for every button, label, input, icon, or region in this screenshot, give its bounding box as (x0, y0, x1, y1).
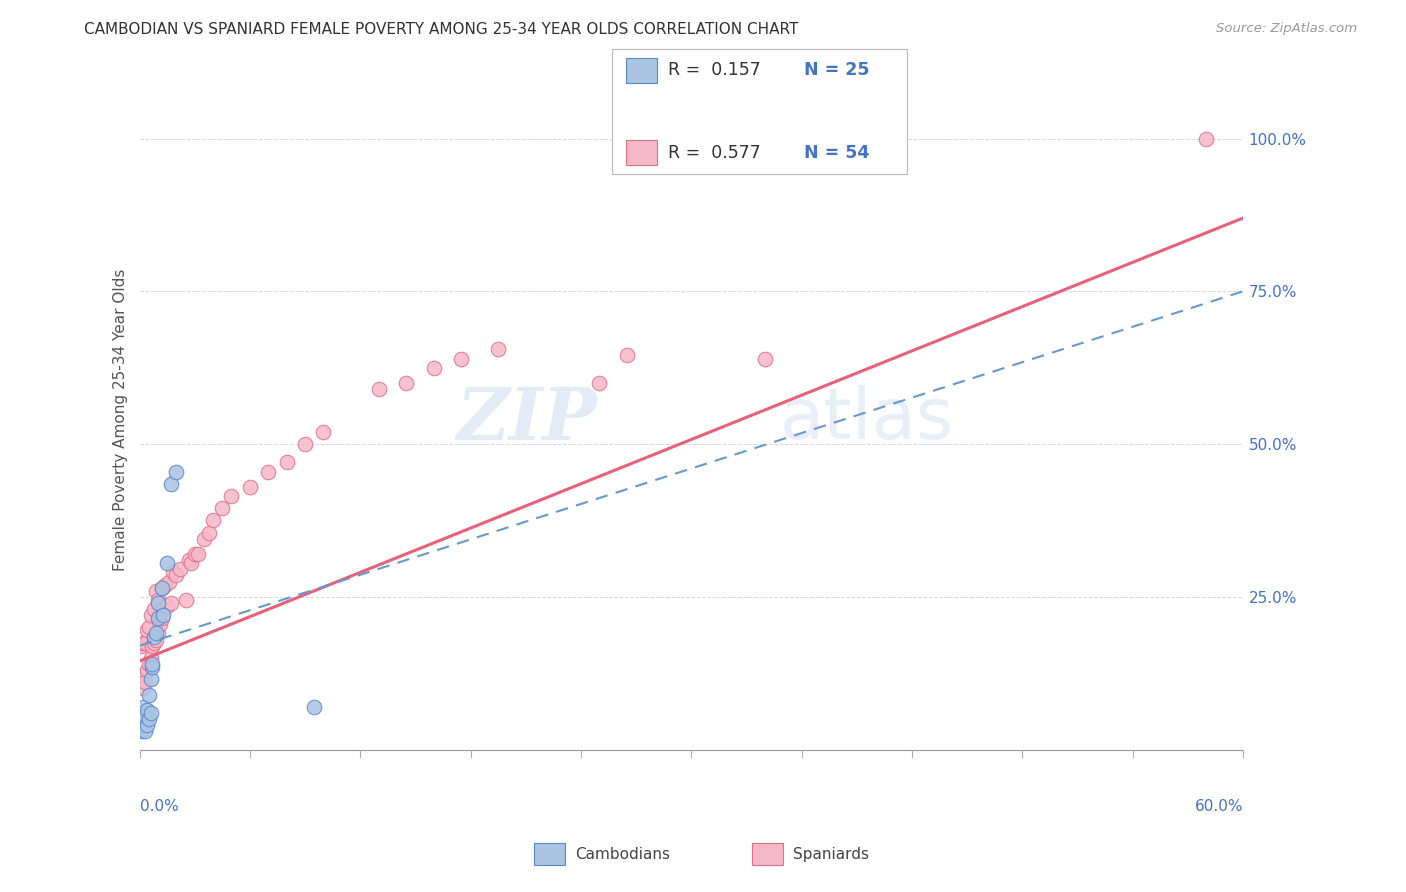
Point (588, 376, 610, 390)
Text: Cambodians: Cambodians (575, 847, 671, 862)
Point (135, 624, 157, 638)
Point (135, 718, 157, 732)
Point (450, 351, 472, 366)
Point (138, 657, 160, 671)
Point (139, 651, 162, 665)
Point (221, 489, 243, 503)
Point (312, 425, 335, 439)
Y-axis label: Female Poverty Among 25-34 Year Olds: Female Poverty Among 25-34 Year Olds (114, 268, 128, 571)
Text: 0.0%: 0.0% (139, 799, 179, 814)
Point (139, 608, 162, 623)
Point (276, 455, 298, 469)
Point (134, 675, 156, 690)
Point (179, 553, 201, 567)
Point (156, 556, 179, 570)
Point (146, 596, 169, 610)
Point (187, 547, 209, 561)
Point (157, 574, 180, 589)
Text: N = 54: N = 54 (804, 144, 869, 161)
Point (139, 673, 162, 687)
Point (152, 602, 174, 616)
Point (486, 343, 509, 357)
Text: R =  0.577: R = 0.577 (668, 144, 761, 161)
Point (183, 547, 205, 561)
Point (159, 476, 181, 491)
Point (1195, 131, 1218, 145)
Text: atlas: atlas (779, 385, 953, 454)
Point (143, 635, 166, 649)
Text: N = 25: N = 25 (804, 62, 870, 79)
Point (143, 630, 166, 644)
Point (395, 376, 418, 390)
Point (165, 465, 187, 479)
Point (131, 639, 153, 653)
Point (145, 632, 167, 647)
Point (165, 568, 187, 582)
Point (141, 660, 163, 674)
Point (135, 703, 157, 717)
Point (141, 657, 163, 671)
Point (150, 611, 173, 625)
Point (132, 681, 155, 696)
Point (169, 562, 191, 576)
Point (294, 437, 316, 451)
Text: Spaniards: Spaniards (793, 847, 869, 862)
Point (131, 718, 153, 732)
Point (202, 513, 225, 527)
Point (145, 626, 167, 640)
Point (134, 635, 156, 649)
Text: CAMBODIAN VS SPANIARD FEMALE POVERTY AMONG 25-34 YEAR OLDS CORRELATION CHART: CAMBODIAN VS SPANIARD FEMALE POVERTY AMO… (84, 22, 799, 37)
Point (131, 724, 153, 739)
Point (146, 626, 169, 640)
Point (304, 699, 326, 714)
Point (754, 351, 776, 366)
Point (423, 360, 446, 375)
Point (138, 712, 160, 726)
Point (132, 635, 155, 649)
Text: ZIP: ZIP (457, 384, 598, 455)
Point (131, 669, 153, 683)
Point (211, 501, 233, 516)
Text: R =  0.157: R = 0.157 (668, 62, 761, 79)
Point (135, 663, 157, 677)
Point (193, 532, 215, 546)
Point (132, 718, 155, 732)
Point (152, 608, 174, 623)
Point (146, 611, 169, 625)
Point (145, 583, 167, 598)
Point (138, 620, 160, 634)
Point (134, 709, 156, 723)
Point (150, 581, 173, 595)
Point (198, 525, 221, 540)
Point (174, 592, 197, 607)
Point (132, 699, 155, 714)
Point (155, 577, 177, 591)
Point (150, 581, 173, 595)
Point (162, 566, 184, 580)
Point (139, 706, 162, 720)
Text: 60.0%: 60.0% (1195, 799, 1243, 814)
Point (257, 465, 280, 479)
Point (156, 599, 179, 613)
Point (138, 688, 160, 702)
Point (239, 480, 262, 494)
Point (159, 596, 181, 610)
Point (149, 617, 172, 632)
Point (143, 602, 166, 616)
Text: Source: ZipAtlas.com: Source: ZipAtlas.com (1216, 22, 1357, 36)
Point (616, 348, 638, 362)
Point (146, 592, 169, 607)
Point (367, 382, 389, 396)
Point (141, 639, 163, 653)
Point (180, 556, 202, 570)
Point (134, 724, 156, 739)
Point (131, 706, 153, 720)
